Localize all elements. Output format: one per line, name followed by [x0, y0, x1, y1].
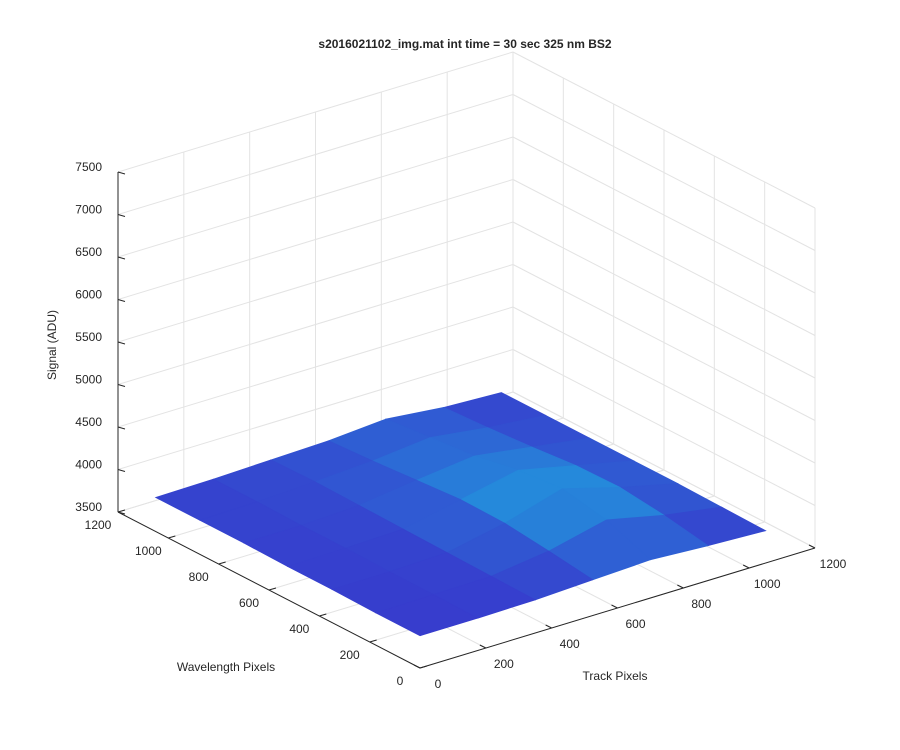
y-tick-label: 600	[239, 596, 259, 610]
surface-cell	[374, 594, 479, 637]
z-tick-label: 6000	[75, 288, 102, 302]
z-tick-label: 7000	[75, 203, 102, 217]
x-tick-label: 800	[691, 597, 711, 611]
x-tick	[479, 644, 487, 649]
y-tick	[319, 613, 327, 617]
z-tick-label: 4000	[75, 458, 102, 472]
z-tick	[117, 214, 126, 217]
z-tick	[117, 171, 126, 175]
z-tick	[117, 341, 126, 345]
grid-line	[117, 94, 514, 215]
y-tick	[369, 639, 377, 643]
grid-line	[512, 94, 816, 251]
grid-line	[117, 221, 514, 343]
y-tick-label: 400	[289, 622, 309, 636]
z-tick	[117, 426, 126, 430]
grid-line	[512, 349, 816, 506]
x-tick-label: 200	[494, 657, 514, 671]
y-tick	[218, 561, 226, 565]
grid-line	[512, 179, 816, 336]
z-tick-label: 4500	[75, 415, 102, 429]
z-tick	[117, 299, 126, 302]
x-tick	[545, 624, 552, 629]
y-axis-label: Wavelength Pixels	[177, 660, 275, 674]
grid-line	[512, 136, 816, 294]
grid-line	[117, 349, 514, 470]
grid-line	[512, 264, 816, 421]
x-tick	[808, 544, 816, 549]
y-tick-label: 1200	[85, 518, 112, 532]
grid-line	[512, 391, 816, 549]
y-tick-label: 0	[397, 674, 404, 688]
chart-title: s2016021102_img.mat int time = 30 sec 32…	[318, 37, 612, 51]
z-tick	[117, 469, 126, 472]
y-tick	[419, 665, 428, 669]
x-axis-label: Track Pixels	[583, 669, 648, 683]
x-tick-label: 1000	[754, 577, 781, 591]
z-tick	[117, 511, 126, 515]
y-tick-label: 200	[340, 648, 360, 662]
x-tick	[742, 564, 750, 569]
z-tick	[117, 256, 126, 260]
z-tick-label: 5500	[75, 330, 102, 344]
grid-line	[117, 179, 514, 300]
x-tick	[611, 604, 618, 609]
grid-line	[512, 221, 816, 379]
x-tick-label: 400	[560, 637, 580, 651]
grid-line	[117, 264, 514, 385]
x-tick	[677, 584, 684, 589]
y-tick	[168, 535, 176, 539]
grid-line	[512, 306, 816, 464]
grid-line	[512, 51, 816, 209]
y-tick-label: 1000	[135, 544, 162, 558]
z-axis-label: Signal (ADU)	[45, 310, 59, 380]
z-tick	[117, 384, 126, 387]
x-tick-label: 0	[435, 677, 442, 691]
z-tick-label: 7500	[75, 160, 102, 174]
y-tick-label: 800	[189, 570, 209, 584]
y-tick	[117, 509, 126, 513]
grid-line	[117, 136, 514, 258]
grid-line	[117, 306, 514, 428]
x-tick-label: 600	[625, 617, 645, 631]
z-tick-label: 5000	[75, 373, 102, 387]
z-tick-label: 3500	[75, 500, 102, 514]
grid-line	[117, 51, 514, 173]
y-tick	[268, 587, 277, 591]
x-tick-label: 1200	[820, 557, 847, 571]
x-tick	[413, 664, 421, 669]
z-tick-label: 6500	[75, 245, 102, 259]
